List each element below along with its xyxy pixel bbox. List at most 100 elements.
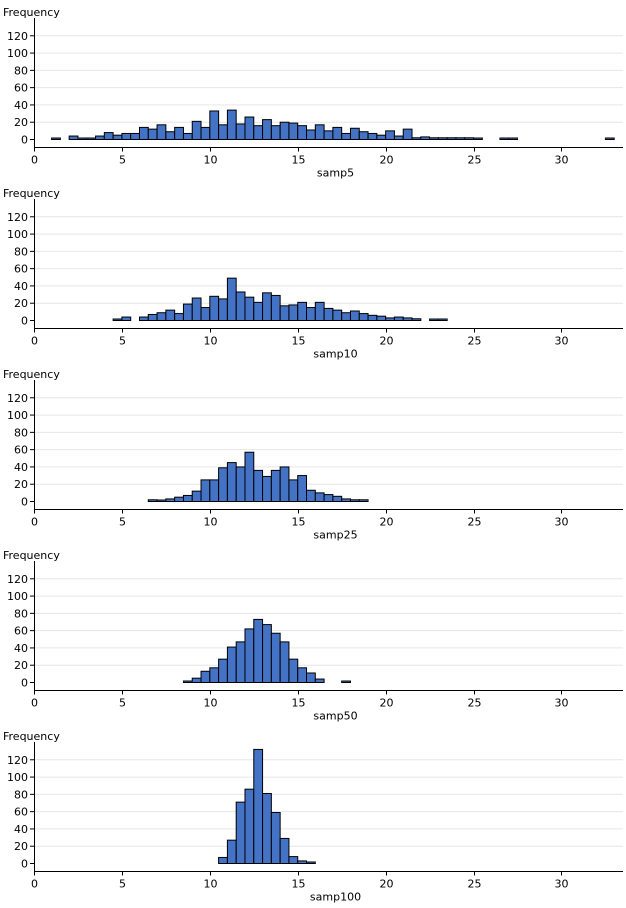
histogram-bar <box>341 680 351 683</box>
x-tick-label: 25 <box>468 154 482 167</box>
y-tick-label: 0 <box>21 315 28 328</box>
x-tick-label: 25 <box>468 697 482 710</box>
histogram-bar <box>306 672 316 684</box>
y-tick-label: 40 <box>14 280 28 293</box>
histogram-bar <box>121 132 132 140</box>
y-tick-label: 20 <box>14 478 28 491</box>
histogram-bar <box>191 490 202 502</box>
y-tick-label: 100 <box>7 47 28 60</box>
y-tick-label: 20 <box>14 116 28 129</box>
x-axis-label: samp25 <box>313 529 357 542</box>
histogram-bar <box>174 313 184 322</box>
x-tick-label: 5 <box>119 697 126 710</box>
histogram-bar <box>174 496 184 502</box>
y-tick-label: 80 <box>14 426 28 439</box>
histogram-bar <box>270 125 281 140</box>
y-tick-label: 80 <box>14 64 28 77</box>
x-tick-label: 30 <box>555 335 569 348</box>
histogram-bar <box>226 646 237 683</box>
x-tick-label: 10 <box>204 878 218 891</box>
histogram-bar <box>226 109 237 141</box>
y-axis-label: Frequency <box>3 549 60 562</box>
x-tick-label: 10 <box>204 154 218 167</box>
histogram-bar <box>182 303 193 322</box>
histogram-bar <box>253 125 264 140</box>
histogram-bar <box>306 861 316 864</box>
y-tick-label: 40 <box>14 823 28 836</box>
histogram-bar <box>209 110 220 140</box>
y-tick-label: 80 <box>14 245 28 258</box>
histogram-bar <box>306 129 316 141</box>
histogram-bar <box>244 451 255 503</box>
x-tick-label: 15 <box>292 878 306 891</box>
histogram-panel-samp10: Frequency 0 20 40 60 80 100 120 0 5 10 15 20 25 30 samp… <box>3 187 623 361</box>
y-tick-label: 100 <box>7 590 28 603</box>
histogram-bar <box>332 495 343 503</box>
x-axis-label: samp50 <box>313 710 357 723</box>
histogram-bar <box>244 296 255 321</box>
x-tick-label: 15 <box>292 335 306 348</box>
histogram-bar <box>191 297 202 321</box>
x-tick-label: 0 <box>31 335 38 348</box>
histogram-bar <box>314 301 325 322</box>
histogram-bar <box>235 801 246 865</box>
histogram-bar <box>218 124 228 141</box>
histogram-bar <box>130 132 140 140</box>
histogram-bar <box>297 301 308 322</box>
histogram-bar <box>244 788 255 865</box>
histogram-bar <box>51 137 61 140</box>
y-tick-label: 40 <box>14 642 28 655</box>
histogram-bar <box>314 492 325 503</box>
x-tick-label: 10 <box>204 335 218 348</box>
x-axis-label: samp100 <box>310 891 361 904</box>
histogram-bar <box>341 132 351 140</box>
histogram-bar <box>226 839 237 865</box>
x-tick-label: 30 <box>555 154 569 167</box>
y-tick-label: 60 <box>14 806 28 819</box>
histogram-bar <box>262 119 272 140</box>
x-tick-label: 20 <box>380 154 394 167</box>
histogram-bar <box>182 132 193 140</box>
histogram-bar <box>270 469 281 502</box>
histogram-bar <box>200 670 211 683</box>
histogram-panel-samp5: Frequency 0 20 40 60 80 100 120 0 5 10 15 20 25 30 samp… <box>3 6 623 180</box>
histogram-bar <box>279 466 290 502</box>
histogram-bar <box>358 131 369 141</box>
histogram-bar <box>112 134 123 141</box>
histogram-bar <box>385 317 395 321</box>
histogram-bar <box>182 494 193 503</box>
histogram-bar <box>209 295 220 321</box>
x-axis-label: samp5 <box>317 167 354 180</box>
histogram-bar <box>437 318 448 321</box>
x-tick-label: 15 <box>292 516 306 529</box>
histogram-bar <box>314 124 325 141</box>
histogram-bar <box>332 126 343 141</box>
histogram-bar <box>288 658 299 684</box>
histogram-bar <box>297 475 308 503</box>
histogram-bar <box>138 126 149 141</box>
y-tick-label: 20 <box>14 659 28 672</box>
x-tick-label: 5 <box>119 154 126 167</box>
histogram-bar <box>279 641 290 684</box>
histogram-bar <box>156 499 167 502</box>
y-tick-label: 20 <box>14 840 28 853</box>
histogram-bar <box>147 313 158 322</box>
x-tick-label: 5 <box>119 878 126 891</box>
y-axis-label: Frequency <box>3 6 60 19</box>
x-tick-label: 0 <box>31 878 38 891</box>
histogram-bar <box>508 137 519 140</box>
x-tick-label: 0 <box>31 697 38 710</box>
histogram-bar <box>341 498 351 502</box>
histogram-bar <box>358 313 369 322</box>
histogram-bar <box>297 667 308 683</box>
histogram-bar <box>235 466 246 502</box>
y-axis-label: Frequency <box>3 368 60 381</box>
y-tick-label: 60 <box>14 263 28 276</box>
y-tick-label: 100 <box>7 228 28 241</box>
y-tick-label: 60 <box>14 625 28 638</box>
y-axis-label: Frequency <box>3 730 60 743</box>
histogram-bar <box>200 479 211 502</box>
histogram-bar <box>77 137 88 140</box>
histogram-bar <box>235 123 246 140</box>
histogram-bar <box>112 318 123 321</box>
